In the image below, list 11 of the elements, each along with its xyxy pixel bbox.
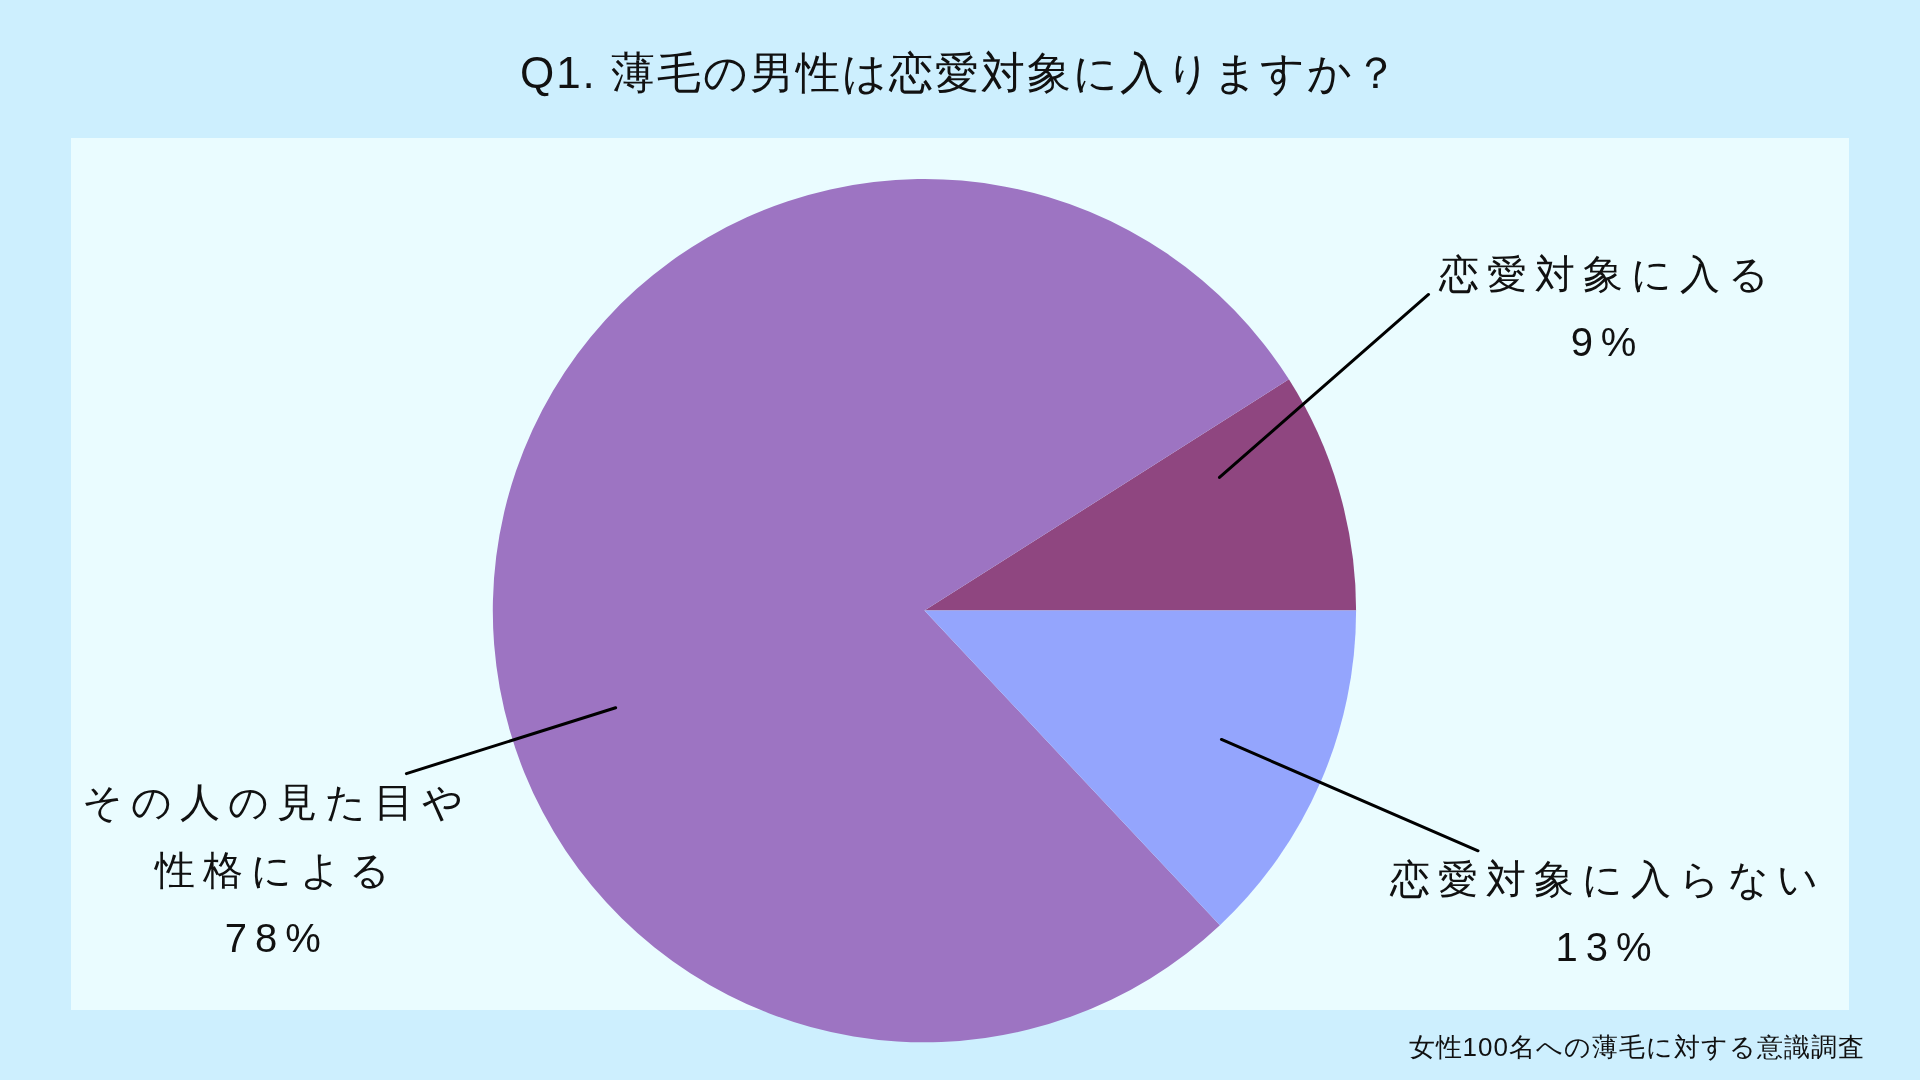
pie-slice (492, 179, 1289, 1043)
data-label: 78% (223, 914, 330, 962)
pie-slice (924, 379, 1357, 611)
slice-label: 恋愛対象に入らない (1388, 855, 1827, 903)
chart-title: Q1. 薄毛の男性は恋愛対象に入りますか？ (518, 46, 1402, 99)
text: 女性100名への薄毛に対する意識調査 (1408, 1030, 1865, 1064)
data-label: 13% (1554, 923, 1661, 971)
pie-slice (924, 610, 1357, 926)
slice-label: 恋愛対象に入る (1437, 251, 1778, 299)
data-label: 9% (1569, 319, 1646, 367)
slice-label: その人の見た目や性格による (81, 778, 473, 894)
